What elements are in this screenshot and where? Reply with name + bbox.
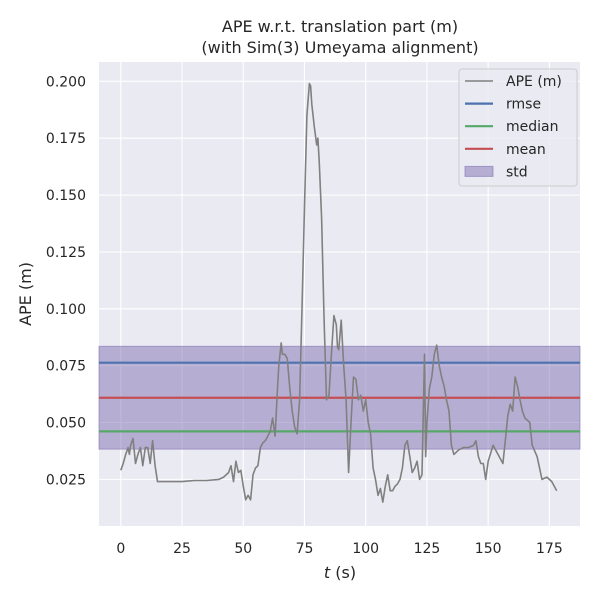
y-tick-labels: 0.025 0.050 0.075 0.100 0.125 0.150 0.175 0.200 — [46, 74, 86, 488]
chart-title-line2: (with Sim(3) Umeyama alignment) — [201, 38, 478, 57]
chart-title-line1: APE w.r.t. translation part (m) — [222, 17, 458, 36]
stat-lines-layer — [99, 361, 580, 433]
x-tick-label: 25 — [173, 541, 191, 557]
legend-label: rmse — [506, 97, 541, 113]
x-tick-label: 50 — [234, 541, 252, 557]
series-layer — [120, 82, 558, 503]
legend-swatch-std — [464, 165, 494, 177]
y-tick-label: 0.050 — [46, 416, 86, 432]
legend-entries: APE (m) rmse median mean std — [464, 74, 562, 180]
x-axis-label-unit: (s) — [330, 563, 356, 582]
x-tick-label: 175 — [536, 541, 563, 557]
y-axis-label: APE (m) — [16, 262, 35, 326]
legend-frame — [458, 68, 578, 187]
legend-label: median — [506, 119, 558, 135]
y-tick-label: 0.200 — [46, 74, 86, 90]
x-tick-label: 100 — [352, 541, 379, 557]
ape-series-line — [120, 82, 558, 503]
x-tick-label: 150 — [475, 541, 502, 557]
x-tick-label: 0 — [116, 541, 125, 557]
y-tick-label: 0.100 — [46, 302, 86, 318]
y-tick-label: 0.150 — [46, 188, 86, 204]
legend-label: mean — [506, 142, 546, 158]
x-axis-label-variable: t — [324, 563, 331, 582]
legend-label: APE (m) — [506, 74, 562, 90]
y-tick-label: 0.075 — [46, 359, 86, 375]
legend: APE (m) rmse median mean std — [458, 68, 578, 187]
legend-label: std — [506, 164, 528, 180]
x-axis-label: t (s) — [324, 563, 356, 582]
y-tick-label: 0.125 — [46, 245, 86, 261]
y-tick-label: 0.025 — [46, 472, 86, 488]
x-tick-label: 75 — [296, 541, 314, 557]
x-tick-labels: 0 25 50 75 100 125 150 175 — [116, 541, 562, 557]
x-tick-label: 125 — [414, 541, 441, 557]
y-tick-label: 0.175 — [46, 131, 86, 147]
